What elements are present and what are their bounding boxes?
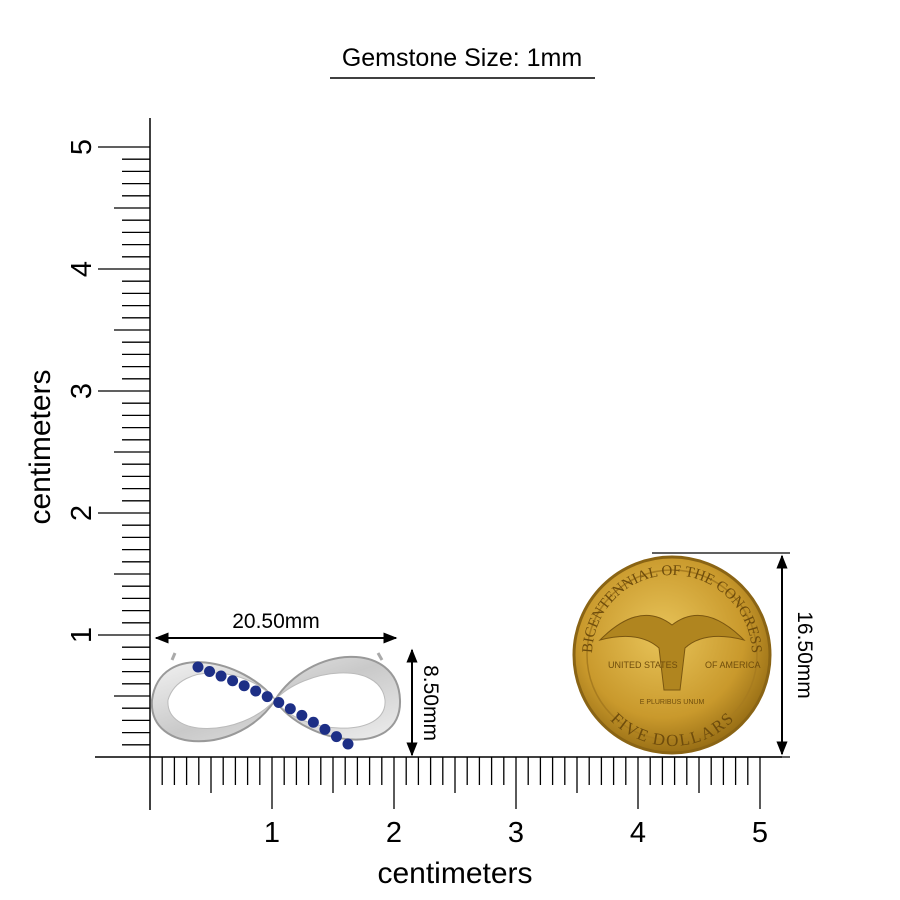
sapphire — [238, 680, 250, 692]
ruler-ticks — [98, 146, 761, 809]
y-tick-label: 3 — [66, 383, 98, 399]
sapphire — [261, 691, 273, 703]
coin-inscription: UNITED STATES — [608, 660, 678, 670]
sapphire — [330, 731, 342, 743]
x-tick-label: 3 — [508, 817, 524, 849]
sapphire — [227, 675, 239, 687]
x-tick-label: 4 — [630, 817, 646, 849]
y-axis-label: centimeters — [24, 369, 57, 524]
height-label: 8.50mm — [419, 665, 442, 741]
sapphire — [296, 709, 308, 721]
sapphire — [273, 697, 285, 709]
sapphire — [192, 661, 204, 673]
x-tick-label: 2 — [386, 817, 402, 849]
y-tick-label: 1 — [66, 627, 98, 643]
sapphire — [307, 716, 319, 728]
sapphire — [284, 703, 296, 715]
sapphire — [250, 685, 262, 697]
sapphire — [215, 670, 227, 682]
x-tick-label: 1 — [264, 817, 280, 849]
x-axis-label: centimeters — [377, 857, 532, 890]
sapphire — [342, 738, 354, 750]
y-tick-label: 2 — [66, 505, 98, 521]
y-tick-label: 4 — [66, 261, 98, 277]
coin-inscription: OF AMERICA — [705, 660, 761, 670]
coin: BICENTENNIAL OF THE CONGRESS UNITED STAT… — [572, 555, 772, 755]
x-tick-label: 5 — [752, 817, 768, 849]
coin-inscription: E PLURIBUS UNUM — [640, 699, 705, 706]
title: Gemstone Size: 1mm — [342, 44, 582, 72]
sapphire — [319, 723, 331, 735]
pendant — [150, 652, 402, 750]
y-tick-label: 5 — [66, 139, 98, 155]
width-label: 20.50mm — [232, 610, 320, 633]
sapphire — [204, 665, 216, 677]
diameter-label: 16.50mm — [793, 611, 816, 699]
